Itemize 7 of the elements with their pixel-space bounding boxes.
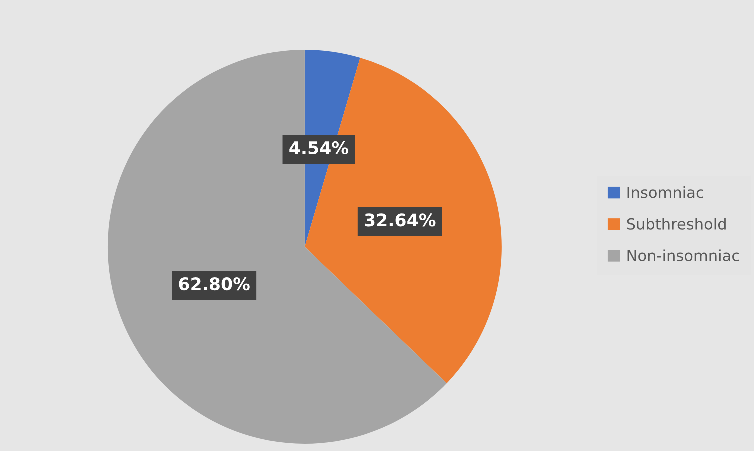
legend-label: Subthreshold [627, 218, 726, 230]
legend-label: Insomniac [628, 186, 704, 198]
pie-slice [108, 50, 447, 444]
data-label: 4.54% [290, 141, 349, 155]
data-label: 62.80% [179, 278, 250, 291]
legend-label: Non-insomniac [628, 250, 740, 262]
data-label: 32.64% [365, 214, 436, 227]
